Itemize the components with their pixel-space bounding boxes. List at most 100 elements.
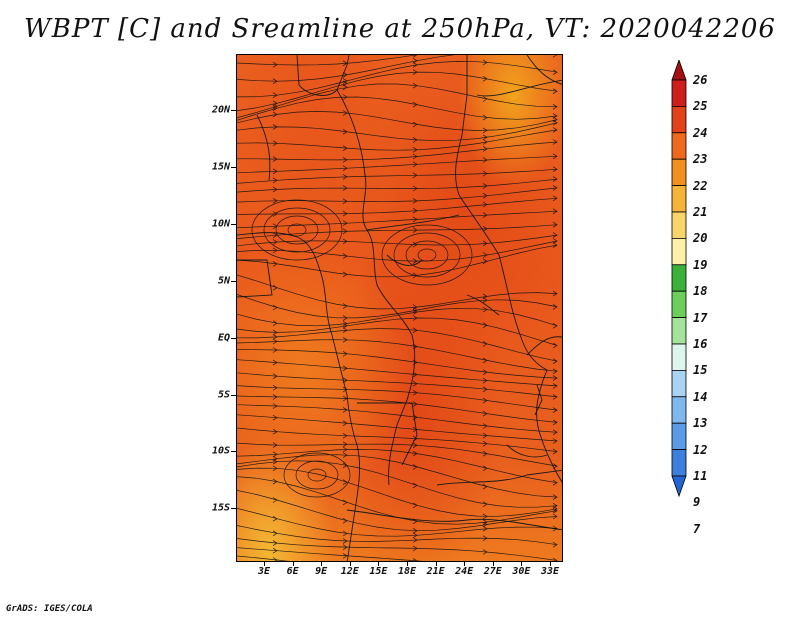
wbpt-field	[237, 55, 562, 561]
streamline-arrow	[552, 407, 558, 413]
streamline	[237, 96, 558, 121]
streamline-arrow	[552, 55, 558, 58]
streamline	[237, 61, 558, 98]
streamline-arrow	[272, 284, 278, 291]
streamline-arrow	[412, 258, 418, 264]
lat-tick-mark	[231, 338, 236, 339]
lat-tick-label: 15N	[211, 161, 230, 173]
lat-tick-mark	[231, 281, 236, 282]
streamline-arrow	[272, 78, 278, 84]
colorbar-segment	[671, 290, 687, 318]
streamline-arrow	[552, 383, 558, 389]
streamline-arrow	[272, 540, 278, 546]
streamline-arrow	[342, 80, 348, 87]
streamline-arrow	[272, 211, 278, 217]
streamline-arrow	[272, 61, 278, 68]
streamline-arrow	[412, 121, 418, 128]
lon-tick-label: 21E	[426, 566, 445, 577]
streamline-arrow	[412, 309, 418, 315]
streamline-gyre	[283, 452, 351, 498]
streamline	[237, 234, 558, 247]
lon-tick-label: 33E	[540, 566, 560, 577]
streamline	[237, 339, 558, 372]
streamline-arrow	[552, 368, 558, 375]
streamline	[237, 187, 558, 203]
streamline-arrow	[552, 479, 558, 486]
streamline-arrow	[552, 88, 558, 94]
streamline-gyre	[295, 460, 339, 490]
streamline-arrow	[482, 521, 488, 528]
streamline-arrow	[552, 358, 558, 364]
streamline-arrow	[272, 478, 278, 485]
streamline-arrow	[412, 101, 418, 108]
streamline-arrow	[552, 69, 558, 75]
streamline-arrow	[412, 545, 418, 552]
streamline-arrow	[342, 365, 348, 372]
streamline	[237, 155, 558, 174]
streamline-arrow	[482, 212, 488, 218]
streamline-arrow	[552, 507, 558, 514]
colorbar-segment	[671, 106, 687, 134]
colorbar-label: 13	[693, 416, 708, 431]
streamline-arrow	[342, 198, 348, 205]
streamline	[237, 427, 558, 452]
streamline-arrow	[412, 82, 418, 89]
streamline-arrow	[412, 137, 418, 143]
streamline	[237, 414, 558, 442]
streamline-arrow	[552, 127, 558, 133]
streamline-arrow	[272, 186, 278, 193]
streamline-arrow	[342, 337, 348, 343]
streamline-arrow	[342, 84, 348, 91]
streamline-arrow	[482, 170, 488, 177]
streamline-arrow	[342, 351, 348, 357]
streamline-arrow	[342, 110, 348, 116]
lat-tick-label: EQ	[217, 332, 230, 344]
lat-tick-label: 10N	[211, 218, 230, 230]
streamline-arrow	[482, 386, 488, 393]
colorbar-segment	[671, 132, 687, 160]
lat-tick-label: 15S	[211, 502, 230, 514]
streamline-arrow	[272, 458, 278, 465]
streamline-arrow	[482, 519, 488, 525]
colorbar-label: 9	[693, 495, 701, 510]
streamline-arrow	[482, 192, 488, 199]
streamline-arrow	[412, 371, 418, 378]
streamline-arrow	[342, 220, 348, 226]
streamline-arrow	[342, 530, 348, 537]
streamline-arrow	[552, 375, 558, 381]
streamline-arrow	[482, 76, 488, 82]
streamline	[237, 244, 558, 278]
streamline	[237, 490, 558, 532]
streamline	[237, 168, 558, 184]
streamline	[237, 385, 558, 411]
lon-tick-mark	[378, 562, 380, 566]
streamline-arrow	[482, 226, 488, 232]
streamline-arrow	[552, 429, 558, 436]
streamline-arrow	[272, 105, 278, 111]
streamline-arrow	[412, 482, 418, 489]
lon-tick-label: 24E	[455, 566, 474, 577]
streamline-arrow	[342, 94, 348, 100]
streamline-arrow	[272, 140, 278, 147]
colorbar-label: 22	[693, 178, 708, 193]
streamline	[237, 454, 558, 498]
streamline-arrow	[272, 329, 278, 336]
streamline-gyre	[275, 215, 319, 245]
streamline-arrow	[342, 72, 348, 78]
streamline-arrow	[272, 304, 278, 311]
streamline-arrow	[342, 499, 348, 506]
streamline-arrow	[482, 341, 488, 347]
colorbar-label: 25	[693, 99, 708, 114]
streamline-arrow	[482, 127, 488, 134]
streamline-arrow	[412, 502, 418, 509]
streamline	[237, 240, 558, 262]
streamline-gyre	[405, 240, 449, 270]
streamline-arrow	[482, 139, 488, 145]
streamline-arrow	[552, 448, 558, 455]
streamline-arrow	[482, 183, 488, 189]
streamline-arrow	[412, 216, 418, 223]
lon-tick-label: 3E	[257, 566, 271, 577]
streamline-arrow	[412, 207, 418, 214]
streamline-arrow	[482, 483, 488, 490]
lon-tick-mark	[464, 562, 466, 566]
